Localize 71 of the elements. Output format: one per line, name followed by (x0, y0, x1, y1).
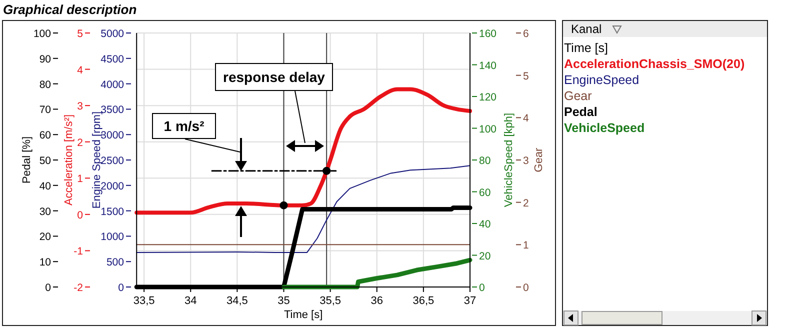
text: VehicleSpeed (564, 121, 645, 135)
y2-tick-label: 2500 (100, 155, 124, 167)
line-series (281, 258, 472, 290)
y-tick-label: 60 (39, 130, 52, 142)
y2-tick-label: 80 (479, 155, 491, 167)
y-tick-label: 50 (39, 155, 52, 167)
y-tick-label: 10 (39, 256, 52, 269)
y-tick-label: 3 (77, 100, 84, 113)
text: Pedal (564, 105, 598, 119)
line-series (136, 165, 470, 253)
y2-tick-label: 1000 (100, 231, 124, 244)
text: AccelerationChassis_SMO(20) (564, 57, 745, 71)
y-tick-label: 4 (77, 64, 84, 76)
y-tick-label: -2 (74, 282, 84, 294)
y2-tick-label: 3000 (100, 130, 124, 142)
y-tick-label: 0 (77, 209, 84, 222)
y2-tick-label: 1500 (100, 206, 124, 218)
y-tick-label: 20 (39, 231, 52, 244)
y-tick-label: 0 (45, 282, 52, 294)
x-tick-label: 35,5 (320, 295, 342, 307)
y3-tick-label: 3 (523, 155, 529, 167)
y3-tick-label: 2 (523, 197, 529, 210)
y2-tick-label: 500 (106, 256, 124, 269)
y3-tick-label: 1 (523, 240, 529, 252)
y2-tick-label: 4000 (100, 78, 124, 91)
x-tick-label: 36,5 (412, 295, 434, 307)
x-tick-label: 37 (464, 295, 476, 307)
y-tick-label: 2 (77, 136, 84, 149)
y3-axis-title: Gear (533, 147, 545, 172)
x-axis-title: Time [s] (284, 309, 323, 321)
y2-tick-label: 140 (479, 60, 497, 72)
y-tick-label: 1 (77, 173, 84, 186)
x-tick-label: 34 (184, 295, 197, 307)
y2-axis-title: VehicleSpeed [kph] (503, 112, 515, 208)
annotation: response delay (223, 69, 326, 85)
y3-tick-label: 4 (523, 112, 529, 125)
chart-title: Graphical description (3, 2, 137, 17)
y-tick-label: 70 (39, 104, 52, 116)
x-tick-label: 35 (278, 295, 290, 307)
x-tick-label: 34,5 (226, 295, 248, 307)
y-tick-label: 30 (39, 206, 52, 218)
y3-tick-label: 6 (523, 28, 529, 40)
y2-tick-label: 160 (479, 28, 497, 40)
y2-tick-label: 120 (479, 92, 497, 104)
y3-tick-label: 0 (523, 282, 529, 294)
y-tick-label: 90 (39, 53, 52, 66)
legend-title: Kanal (571, 22, 602, 36)
y2-tick-label: 40 (479, 218, 491, 230)
text: EngineSpeed (564, 73, 640, 87)
y3-tick-label: 5 (523, 70, 529, 82)
y-axis-title: Pedal [%] (21, 136, 33, 184)
y2-tick-label: 100 (479, 123, 497, 136)
y-tick-label: 5 (77, 28, 84, 40)
text: Time [s] (564, 41, 608, 55)
x-tick-label: 33,5 (133, 295, 155, 307)
y2-tick-label: 4500 (100, 53, 124, 66)
y-tick-label: 80 (39, 78, 52, 91)
y-tick-label: 40 (39, 180, 52, 192)
y2-tick-label: 3500 (100, 104, 124, 116)
y2-tick-label: 20 (479, 250, 491, 262)
text: Gear (564, 89, 592, 103)
y-tick-label: 100 (33, 28, 52, 40)
y2-tick-label: 60 (479, 186, 491, 199)
x-tick-label: 36 (370, 295, 383, 307)
y-tick-label: -1 (74, 246, 84, 258)
annotation: 1 m/s² (164, 118, 205, 134)
y2-tick-label: 5000 (100, 28, 124, 40)
line-series (134, 87, 472, 215)
y-axis-title: Acceleration [m/s²] (63, 114, 75, 206)
y2-tick-label: 0 (479, 282, 485, 294)
y2-tick-label: 0 (118, 282, 124, 294)
